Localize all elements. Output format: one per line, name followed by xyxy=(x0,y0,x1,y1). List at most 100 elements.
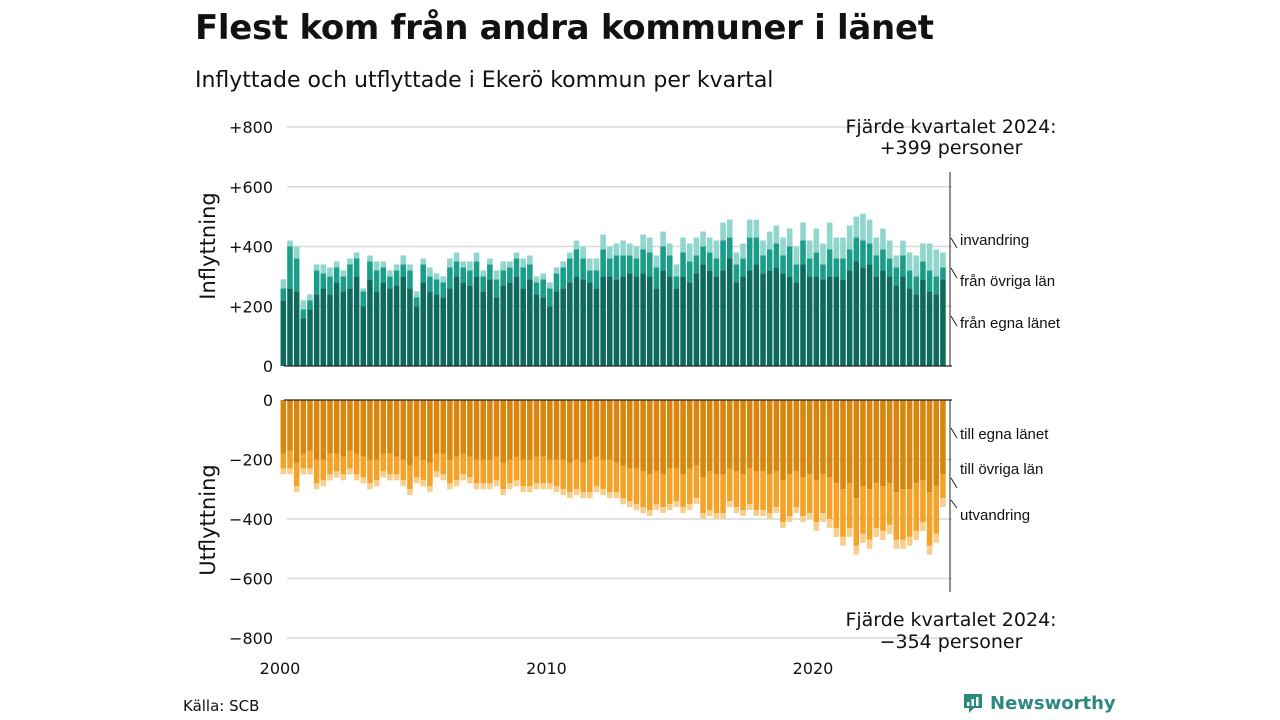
bar-segment xyxy=(806,474,813,514)
bar-segment xyxy=(380,282,387,366)
bar-segment xyxy=(720,240,726,271)
bar-segment xyxy=(400,400,407,460)
bar-segment xyxy=(587,400,593,460)
bar-segment xyxy=(633,400,640,469)
bar-segment xyxy=(587,258,593,271)
bar-segment xyxy=(533,456,540,484)
bar-segment xyxy=(440,453,447,475)
segment-label: utvandring xyxy=(960,507,1030,524)
bar-segment xyxy=(340,291,347,366)
x-tick-label: 2000 xyxy=(260,659,301,678)
bar-segment xyxy=(347,264,353,289)
bar-segment xyxy=(893,492,900,540)
bar-segment xyxy=(846,249,853,271)
bar-segment xyxy=(773,225,780,244)
bar-segment xyxy=(280,468,287,475)
bar-segment xyxy=(407,400,413,466)
bar-segment xyxy=(360,400,367,457)
bar-segment xyxy=(393,270,400,286)
bar-segment xyxy=(560,261,566,268)
bar-segment xyxy=(653,471,660,505)
bar-segment xyxy=(587,492,593,499)
bar-segment xyxy=(353,400,360,454)
bar-segment xyxy=(680,276,686,367)
bar-segment xyxy=(760,471,766,511)
bar-segment xyxy=(467,270,473,286)
bar-segment xyxy=(340,456,347,475)
bar-segment xyxy=(347,450,353,469)
bar-segment xyxy=(613,255,620,280)
bar-segment xyxy=(646,474,653,511)
bar-segment xyxy=(433,279,440,295)
bar-segment xyxy=(860,240,866,268)
bar-segment xyxy=(666,276,673,367)
bar-segment xyxy=(353,453,360,475)
bar-segment xyxy=(633,276,640,367)
newsworthy-logo-icon xyxy=(964,694,982,713)
bar-segment xyxy=(460,282,466,366)
bar-segment xyxy=(333,453,340,472)
bar-segment xyxy=(646,510,653,517)
bar-segment xyxy=(567,400,573,463)
bar-segment xyxy=(720,400,726,475)
bar-segment xyxy=(447,288,453,366)
bar-segment xyxy=(646,276,653,367)
bar-segment xyxy=(800,264,806,366)
bar-segment xyxy=(420,400,427,460)
bar-segment xyxy=(500,270,506,286)
bar-segment xyxy=(740,276,746,367)
bar-segment xyxy=(666,468,673,505)
labels: Inflyttning Utflyttning Fjärde kvartalet 2… xyxy=(196,116,1061,653)
bar-segment xyxy=(553,273,560,292)
bar-segment xyxy=(613,462,620,493)
bar-segment xyxy=(307,294,313,301)
bar-segment xyxy=(726,219,733,238)
bar-segment xyxy=(513,456,520,481)
y-tick-label: +600 xyxy=(229,178,273,197)
bar-segment xyxy=(420,459,427,481)
bar-segment xyxy=(427,462,433,487)
bar-segment xyxy=(826,519,833,528)
bar-segment xyxy=(627,243,633,256)
bar-segment xyxy=(720,222,726,241)
bar-segment xyxy=(686,261,693,283)
bar-segment xyxy=(873,237,880,256)
bar-segment xyxy=(813,228,820,253)
bar-segment xyxy=(540,483,546,490)
bar-segment xyxy=(507,261,513,268)
bar-segment xyxy=(713,276,720,367)
bar-segment xyxy=(313,270,320,295)
bar-segment xyxy=(906,536,913,546)
bar-segment xyxy=(786,228,793,247)
bar-segment xyxy=(860,400,866,487)
bar-segment xyxy=(373,459,380,481)
bar-segment xyxy=(760,240,766,256)
bar-segment xyxy=(500,489,506,496)
bar-segment xyxy=(393,264,400,271)
bar-segment xyxy=(940,474,946,499)
bar-segment xyxy=(367,279,373,366)
bar-segment xyxy=(333,261,340,268)
bar-segment xyxy=(900,539,906,549)
bar-segment xyxy=(906,288,913,366)
segment-leader-line xyxy=(950,477,958,489)
bar-segment xyxy=(453,400,460,457)
bar-segment xyxy=(280,453,287,469)
bar-segment xyxy=(367,261,373,280)
bar-segment xyxy=(553,400,560,460)
bar-segment xyxy=(473,400,480,460)
bar-segment xyxy=(480,483,486,490)
bar-segment xyxy=(480,291,486,366)
bar-segment xyxy=(607,400,613,460)
bar-segment xyxy=(940,400,946,475)
bar-segment xyxy=(913,255,920,277)
bar-segment xyxy=(833,258,840,277)
bar-segment xyxy=(547,282,553,289)
bar-segment xyxy=(860,267,866,366)
bar-segment xyxy=(820,400,826,475)
bar-segment xyxy=(380,400,387,454)
bar-segment xyxy=(766,231,773,250)
bar-segment xyxy=(666,243,673,256)
bar-segment xyxy=(307,400,313,451)
bar-segment xyxy=(320,288,327,366)
